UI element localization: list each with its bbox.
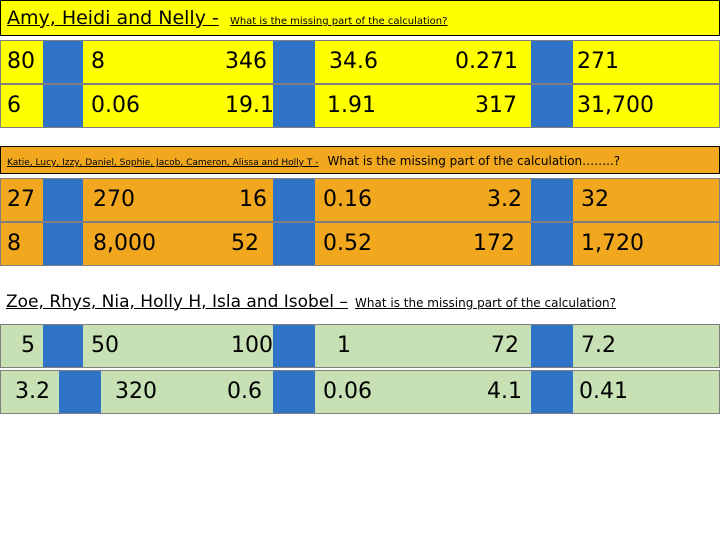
start-value: 80: [7, 49, 35, 74]
start-value: 100: [231, 333, 273, 358]
calc-row: 8 8,000 52 0.52 172 1,720: [0, 222, 720, 266]
missing-operation-box[interactable]: [43, 41, 83, 83]
result-value: 34.6: [329, 49, 378, 74]
result-value: 7.2: [581, 333, 616, 358]
calc-row: 3.2 320 0.6 0.06 4.1 0.41: [0, 370, 720, 414]
start-value: 27: [7, 187, 35, 212]
missing-operation-box[interactable]: [273, 325, 315, 367]
missing-operation-box[interactable]: [531, 371, 573, 413]
start-value: 0.271: [455, 49, 518, 74]
result-value: 0.41: [579, 379, 628, 404]
start-value: 5: [21, 333, 35, 358]
section-header-zoe: Zoe, Rhys, Nia, Holly H, Isla and Isobel…: [0, 282, 720, 320]
start-value: 16: [239, 187, 267, 212]
start-value: 8: [7, 231, 21, 256]
result-value: 0.06: [91, 93, 140, 118]
result-value: 270: [93, 187, 135, 212]
start-value: 172: [473, 231, 515, 256]
result-value: 0.06: [323, 379, 372, 404]
missing-operation-box[interactable]: [273, 371, 315, 413]
group-names: Katie, Lucy, Izzy, Daniel, Sophie, Jacob…: [7, 158, 319, 168]
missing-operation-box[interactable]: [273, 223, 315, 265]
start-value: 346: [225, 49, 267, 74]
calc-row: 6 0.06 19.1 1.91 317 31,700: [0, 84, 720, 128]
result-value: 1: [337, 333, 351, 358]
start-value: 3.2: [15, 379, 50, 404]
missing-operation-box[interactable]: [43, 85, 83, 127]
result-value: 0.52: [323, 231, 372, 256]
missing-operation-box[interactable]: [531, 325, 573, 367]
result-value: 320: [115, 379, 157, 404]
question-text: What is the missing part of the calculat…: [355, 296, 617, 310]
calc-row: 5 50 100 1 72 7.2: [0, 324, 720, 368]
start-value: 317: [475, 93, 517, 118]
missing-operation-box[interactable]: [43, 179, 83, 221]
missing-operation-box[interactable]: [531, 179, 573, 221]
result-value: 32: [581, 187, 609, 212]
missing-operation-box[interactable]: [43, 325, 83, 367]
section-header-amy: Amy, Heidi and Nelly - What is the missi…: [0, 0, 720, 36]
missing-operation-box[interactable]: [531, 41, 573, 83]
start-value: 3.2: [487, 187, 522, 212]
result-value: 271: [577, 49, 619, 74]
calc-row: 80 8 346 34.6 0.271 271: [0, 40, 720, 84]
result-value: 1.91: [327, 93, 376, 118]
question-text: What is the missing part of the calculat…: [327, 154, 621, 168]
result-value: 0.16: [323, 187, 372, 212]
result-value: 8,000: [93, 231, 156, 256]
result-value: 50: [91, 333, 119, 358]
start-value: 72: [491, 333, 519, 358]
missing-operation-box[interactable]: [43, 223, 83, 265]
group-names: Amy, Heidi and Nelly -: [7, 7, 219, 29]
start-value: 4.1: [487, 379, 522, 404]
missing-operation-box[interactable]: [59, 371, 101, 413]
result-value: 8: [91, 49, 105, 74]
start-value: 19.1: [225, 93, 274, 118]
start-value: 0.6: [227, 379, 262, 404]
missing-operation-box[interactable]: [531, 223, 573, 265]
missing-operation-box[interactable]: [531, 85, 573, 127]
group-names: Zoe, Rhys, Nia, Holly H, Isla and Isobel…: [6, 292, 348, 312]
result-value: 1,720: [581, 231, 644, 256]
section-header-katie: Katie, Lucy, Izzy, Daniel, Sophie, Jacob…: [0, 146, 720, 174]
calc-row: 27 270 16 0.16 3.2 32: [0, 178, 720, 222]
result-value: 31,700: [577, 93, 654, 118]
start-value: 52: [231, 231, 259, 256]
missing-operation-box[interactable]: [273, 179, 315, 221]
missing-operation-box[interactable]: [273, 85, 315, 127]
start-value: 6: [7, 93, 21, 118]
missing-operation-box[interactable]: [273, 41, 315, 83]
question-text: What is the missing part of the calculat…: [229, 16, 448, 27]
